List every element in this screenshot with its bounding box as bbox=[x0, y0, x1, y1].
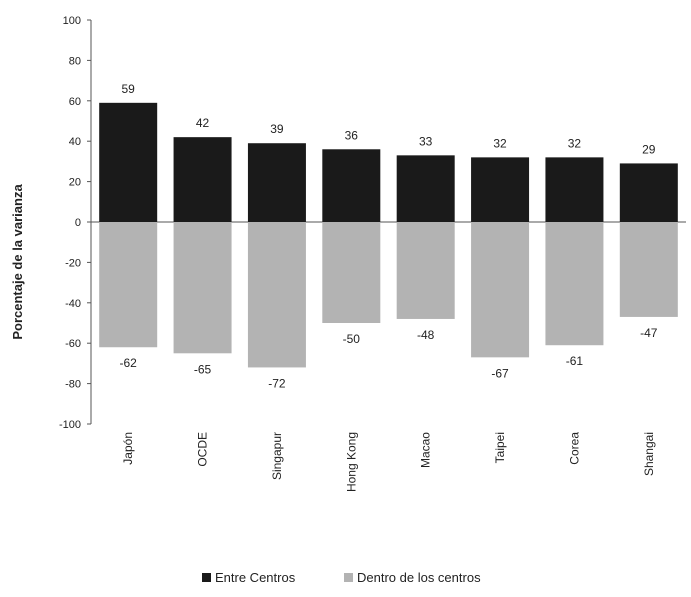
x-category-label: Corea bbox=[567, 432, 581, 465]
y-tick-label: 60 bbox=[69, 96, 81, 108]
x-category-label: OCDE bbox=[196, 432, 210, 467]
legend-item-dentro-de-los-centros: Dentro de los centros bbox=[344, 570, 481, 585]
y-tick-label: -60 bbox=[65, 338, 81, 350]
data-label-entre-centros: 42 bbox=[196, 116, 210, 130]
bar-dentro-de-los-centros bbox=[396, 222, 455, 319]
data-label-entre-centros: 32 bbox=[568, 136, 582, 150]
y-tick-label: -20 bbox=[65, 257, 81, 269]
bar-entre-centros bbox=[173, 137, 232, 222]
data-label-dentro-de-los-centros: -47 bbox=[640, 326, 658, 340]
y-tick-label: -100 bbox=[59, 419, 81, 431]
axes: 100 80 60 40 20 0 -20 -40 -60 -80 -100 Japón OCDE Sin… bbox=[59, 15, 686, 492]
data-label-entre-centros: 39 bbox=[270, 122, 284, 136]
bar-dentro-de-los-centros bbox=[471, 222, 530, 358]
data-labels: 59 -62 42 -65 39 -72 36 -50 33 -48 32 -67 32 -61 29 -47 bbox=[120, 82, 658, 391]
data-label-dentro-de-los-centros: -61 bbox=[566, 354, 584, 368]
data-label-entre-centros: 32 bbox=[493, 136, 507, 150]
bar-entre-centros bbox=[396, 155, 455, 222]
y-tick-label: 0 bbox=[75, 217, 81, 229]
legend: Entre Centros Dentro de los centros bbox=[202, 570, 481, 585]
y-axis-label: Porcentaje de la varianza bbox=[10, 184, 25, 340]
bar-dentro-de-los-centros bbox=[99, 222, 158, 348]
y-tick-label: 20 bbox=[69, 177, 81, 189]
y-tick-label: 100 bbox=[63, 15, 81, 27]
data-label-dentro-de-los-centros: -62 bbox=[120, 356, 138, 370]
data-label-dentro-de-los-centros: -72 bbox=[268, 376, 286, 390]
data-label-dentro-de-los-centros: -48 bbox=[417, 328, 435, 342]
data-label-dentro-de-los-centros: -65 bbox=[194, 362, 212, 376]
data-label-entre-centros: 33 bbox=[419, 134, 433, 148]
legend-label: Entre Centros bbox=[215, 570, 296, 585]
legend-item-entre-centros: Entre Centros bbox=[202, 570, 296, 585]
x-category-label: Taipei bbox=[493, 432, 507, 463]
x-category-label: Singapur bbox=[270, 432, 284, 480]
bar-entre-centros bbox=[322, 149, 381, 222]
data-label-entre-centros: 36 bbox=[345, 128, 359, 142]
bar-dentro-de-los-centros bbox=[322, 222, 381, 323]
bar-entre-centros bbox=[471, 157, 530, 222]
y-tick-label: 80 bbox=[69, 55, 81, 67]
x-category-label: Macao bbox=[419, 432, 433, 468]
bar-dentro-de-los-centros bbox=[619, 222, 678, 317]
x-category-label: Hong Kong bbox=[344, 432, 358, 492]
data-label-dentro-de-los-centros: -50 bbox=[343, 332, 361, 346]
data-label-dentro-de-los-centros: -67 bbox=[491, 366, 509, 380]
legend-swatch bbox=[202, 573, 211, 582]
bars bbox=[99, 102, 678, 368]
bar-dentro-de-los-centros bbox=[545, 222, 604, 346]
legend-label: Dentro de los centros bbox=[357, 570, 481, 585]
bar-entre-centros bbox=[247, 143, 306, 222]
bar-dentro-de-los-centros bbox=[173, 222, 232, 354]
y-tick-label: -80 bbox=[65, 379, 81, 391]
bar-entre-centros bbox=[545, 157, 604, 222]
bar-dentro-de-los-centros bbox=[247, 222, 306, 368]
x-category-label: Japón bbox=[121, 432, 135, 465]
data-label-entre-centros: 29 bbox=[642, 142, 656, 156]
y-tick-label: 40 bbox=[69, 136, 81, 148]
bar-entre-centros bbox=[619, 163, 678, 222]
y-tick-label: -40 bbox=[65, 298, 81, 310]
legend-swatch bbox=[344, 573, 353, 582]
x-category-label: Shangai bbox=[642, 432, 656, 476]
bar-entre-centros bbox=[99, 102, 158, 222]
data-label-entre-centros: 59 bbox=[122, 82, 136, 96]
